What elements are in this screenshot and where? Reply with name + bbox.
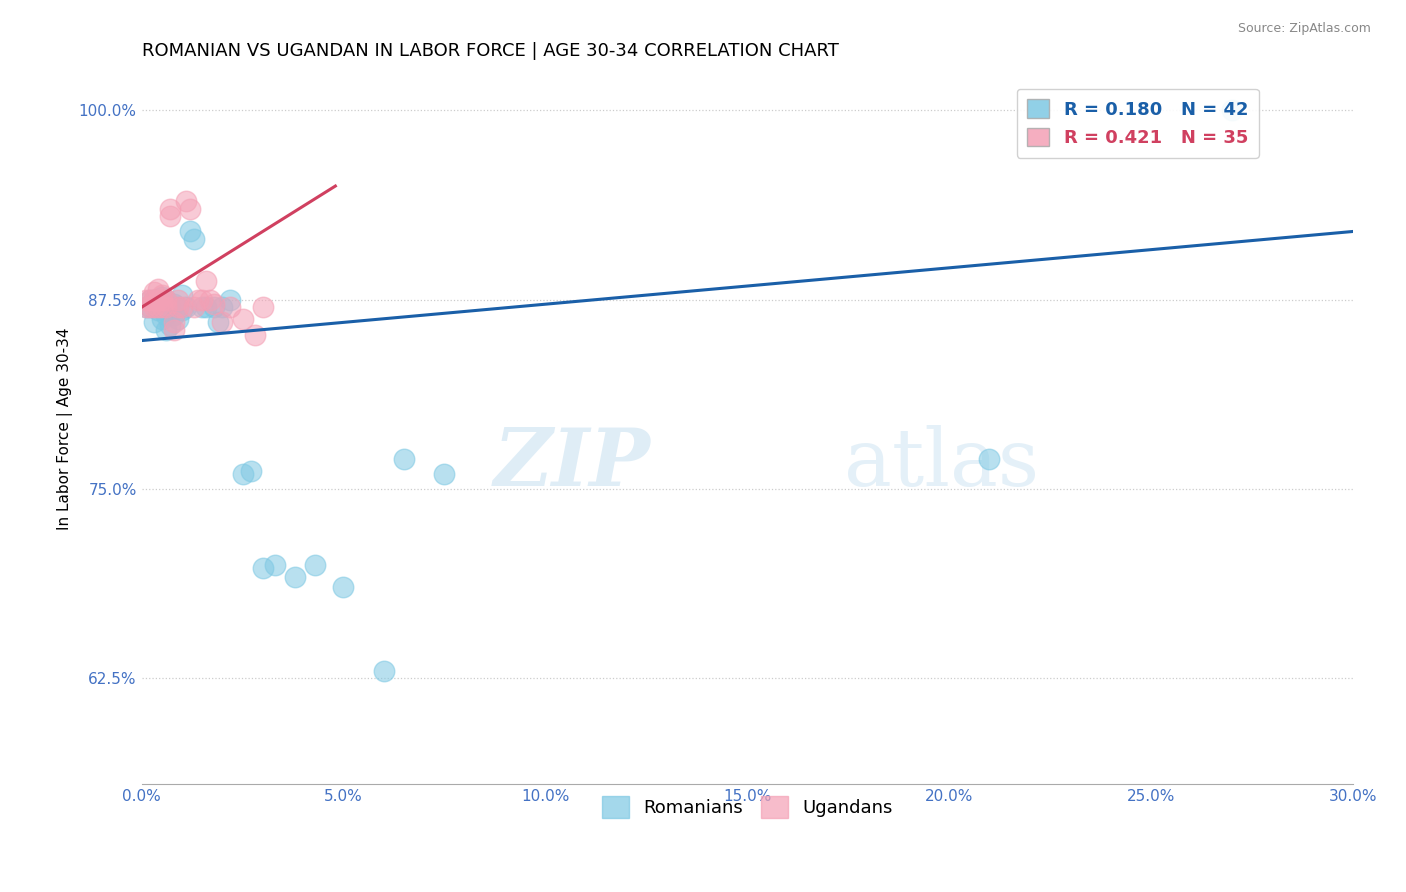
Point [202, 297, 225, 311]
Point [231, 467, 253, 481]
Point [373, 664, 395, 678]
Point [135, 300, 157, 314]
Point [183, 232, 205, 246]
Point [239, 464, 262, 478]
Point [167, 293, 190, 307]
Point [211, 315, 233, 329]
Point [979, 451, 1001, 466]
Point [150, 288, 173, 302]
Point [179, 225, 201, 239]
Point [150, 290, 173, 304]
Point [195, 300, 218, 314]
Point [211, 300, 233, 314]
Text: ZIP: ZIP [494, 425, 650, 503]
Point [304, 558, 326, 572]
Point [138, 293, 160, 307]
Point [252, 300, 274, 314]
Point [243, 327, 266, 342]
Point [159, 300, 181, 314]
Point [163, 308, 186, 322]
Point [163, 323, 186, 337]
Point [142, 285, 165, 299]
Point [142, 315, 165, 329]
Point [146, 293, 169, 307]
Point [219, 300, 242, 314]
Point [146, 300, 169, 314]
Point [167, 312, 190, 326]
Point [433, 467, 456, 481]
Point [263, 558, 285, 572]
Point [191, 293, 214, 307]
Point [202, 300, 225, 314]
Legend: Romanians, Ugandans: Romanians, Ugandans [595, 789, 900, 825]
Point [146, 297, 169, 311]
Point [138, 293, 160, 307]
Point [138, 300, 160, 314]
Point [163, 315, 186, 329]
Point [146, 303, 169, 318]
Point [200, 293, 222, 307]
Point [332, 581, 354, 595]
Point [219, 293, 242, 307]
Point [170, 303, 193, 318]
Point [142, 293, 165, 307]
Point [284, 570, 307, 584]
Point [170, 288, 193, 302]
Point [135, 300, 157, 314]
Y-axis label: In Labor Force | Age 30-34: In Labor Force | Age 30-34 [58, 327, 73, 530]
Point [135, 293, 157, 307]
Point [155, 308, 177, 322]
Point [174, 300, 197, 314]
Point [195, 275, 218, 289]
Point [167, 300, 190, 314]
Point [167, 300, 190, 314]
Point [170, 300, 193, 314]
Point [142, 300, 165, 314]
Point [392, 451, 415, 466]
Point [142, 293, 165, 307]
Point [207, 315, 229, 329]
Point [155, 293, 177, 307]
Point [179, 202, 201, 216]
Point [1220, 103, 1243, 118]
Point [183, 300, 205, 314]
Point [231, 312, 253, 326]
Point [155, 293, 177, 307]
Point [159, 210, 181, 224]
Point [159, 318, 181, 333]
Point [174, 194, 197, 209]
Point [191, 300, 214, 314]
Point [187, 293, 209, 307]
Point [150, 312, 173, 326]
Point [150, 293, 173, 307]
Point [150, 300, 173, 314]
Point [138, 300, 160, 314]
Text: ROMANIAN VS UGANDAN IN LABOR FORCE | AGE 30-34 CORRELATION CHART: ROMANIAN VS UGANDAN IN LABOR FORCE | AGE… [142, 42, 838, 60]
Text: Source: ZipAtlas.com: Source: ZipAtlas.com [1237, 22, 1371, 36]
Text: atlas: atlas [844, 425, 1039, 503]
Point [159, 202, 181, 216]
Point [155, 323, 177, 337]
Point [163, 297, 186, 311]
Point [150, 300, 173, 314]
Point [155, 300, 177, 314]
Point [252, 561, 274, 575]
Point [146, 282, 169, 296]
